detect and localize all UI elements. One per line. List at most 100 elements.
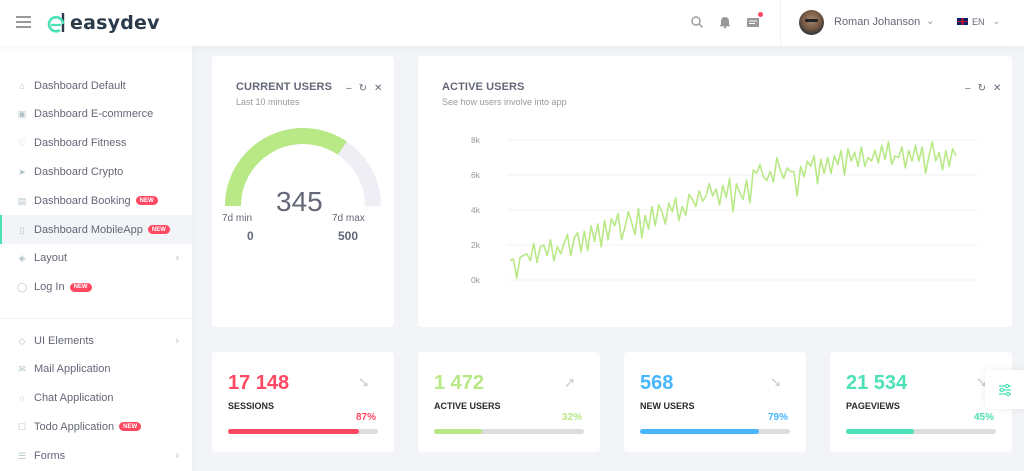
stat-label: NEW USERS <box>640 401 695 411</box>
progress-bar <box>640 429 790 434</box>
diamond-icon: ◇ <box>17 336 27 346</box>
sidebar-item-label: Dashboard E-commerce <box>34 108 153 120</box>
chevron-right-icon: › <box>175 335 179 347</box>
active-users-card: ACTIVE USERS See how users involve into … <box>418 56 1012 327</box>
sidebar-item-ui-elements[interactable]: ◇ UI Elements › <box>0 326 192 355</box>
stat-percent: 87% <box>356 412 376 423</box>
stat-card-active-users: 1 472 ACTIVE USERS ➚ 32% <box>418 352 600 452</box>
new-badge: NEW <box>70 283 92 292</box>
new-badge: NEW <box>136 196 158 205</box>
stat-value: 568 <box>640 372 673 395</box>
sidebar-item-label: Mail Application <box>34 363 110 375</box>
stat-value: 1 472 <box>434 372 484 395</box>
gauge-max-label: 7d max <box>332 213 365 224</box>
trend-down-icon: ➘ <box>358 374 370 391</box>
current-users-card: CURRENT USERS Last 10 minutes – ↻ ✕ 345 … <box>212 56 394 327</box>
heart-icon: ♡ <box>17 138 27 148</box>
gauge-min-value: 0 <box>247 229 254 243</box>
sidebar-item-dashboard-default[interactable]: ⌂ Dashboard Default <box>0 71 192 100</box>
stat-percent: 79% <box>768 412 788 423</box>
sidebar-item-label: Chat Application <box>34 392 114 404</box>
progress-bar-fill <box>434 429 482 434</box>
sidebar-item-label: Forms <box>34 450 65 462</box>
sidebar-item-dashboard-fitness[interactable]: ♡ Dashboard Fitness <box>0 129 192 158</box>
sidebar-divider <box>0 318 192 319</box>
sidebar-item-label: Dashboard Crypto <box>34 166 123 178</box>
mail-icon: ✉ <box>17 364 27 374</box>
sidebar-item-label: Dashboard Default <box>34 80 126 92</box>
chevron-right-icon: › <box>175 252 179 264</box>
book-icon: ▤ <box>17 196 27 206</box>
sidebar-item-dashboard-mobileapp[interactable]: ▯ Dashboard MobileApp NEW <box>0 215 192 244</box>
chevron-right-icon: › <box>175 450 179 462</box>
language-label: EN <box>972 17 985 27</box>
sidebar-item-dashboard-crypto[interactable]: ➤ Dashboard Crypto <box>0 157 192 186</box>
sidebar-item-label: Dashboard Fitness <box>34 137 126 149</box>
trend-up-icon: ➚ <box>564 374 576 391</box>
logo-mark-icon <box>46 10 68 36</box>
sidebar-item-mail-application[interactable]: ✉ Mail Application <box>0 355 192 384</box>
new-badge: NEW <box>119 422 141 431</box>
sidebar-item-forms[interactable]: ☰ Forms › <box>0 441 192 470</box>
chat-icon: ○ <box>17 393 27 403</box>
stat-card-new-users: 568 NEW USERS ➘ 79% <box>624 352 806 452</box>
stat-percent: 45% <box>974 412 994 423</box>
user-icon: ◯ <box>17 282 27 292</box>
progress-bar <box>434 429 584 434</box>
messages-icon[interactable] <box>746 15 760 29</box>
sidebar-item-chat-application[interactable]: ○ Chat Application <box>0 384 192 413</box>
customizer-button[interactable] <box>985 370 1024 409</box>
rocket-icon: ➤ <box>17 167 27 177</box>
chevron-down-icon[interactable]: ⌄ <box>926 16 934 27</box>
flag-uk-icon <box>957 18 968 25</box>
topbar-divider <box>780 0 781 46</box>
stat-value: 17 148 <box>228 372 289 395</box>
todo-icon: ☐ <box>17 422 27 432</box>
user-name[interactable]: Roman Johanson <box>834 16 920 28</box>
sidebar-item-layout[interactable]: ◈ Layout › <box>0 244 192 273</box>
menu-burger-icon[interactable] <box>16 16 31 28</box>
chevron-down-icon: ⌄ <box>993 16 1001 27</box>
logo-text: easydev <box>70 12 160 34</box>
new-badge: NEW <box>148 225 170 234</box>
layers-icon: ◈ <box>17 253 27 263</box>
avatar[interactable] <box>799 10 824 35</box>
logo[interactable]: easydev <box>46 10 160 36</box>
phone-icon: ▯ <box>17 225 27 235</box>
bell-icon[interactable] <box>718 15 732 29</box>
search-icon[interactable] <box>690 15 704 29</box>
sidebar-item-dashboard-booking[interactable]: ▤ Dashboard Booking NEW <box>0 186 192 215</box>
forms-icon: ☰ <box>17 451 27 461</box>
active-users-line-chart <box>418 56 1012 327</box>
store-icon: ▣ <box>17 109 27 119</box>
sidebar: ⌂ Dashboard Default ▣ Dashboard E-commerce ♡… <box>0 46 192 471</box>
topbar: easydev Roman Johanson ⌄ EN ⌄ <box>0 0 1024 46</box>
sidebar-item-label: Layout <box>34 252 67 264</box>
sidebar-item-label: UI Elements <box>34 335 94 347</box>
language-selector[interactable]: EN ⌄ <box>957 16 1000 27</box>
stat-percent: 32% <box>562 412 582 423</box>
progress-bar-fill <box>640 429 759 434</box>
gauge-min-label: 7d min <box>222 213 252 224</box>
stat-label: PAGEVIEWS <box>846 401 900 411</box>
progress-bar-fill <box>846 429 914 434</box>
gauge-max-value: 500 <box>338 229 358 243</box>
sliders-icon <box>998 383 1012 397</box>
sidebar-item-log-in[interactable]: ◯ Log In NEW <box>0 273 192 302</box>
trend-down-icon: ➘ <box>770 374 782 391</box>
sidebar-item-label: Dashboard MobileApp NEW <box>34 224 170 236</box>
sidebar-item-label: Log In NEW <box>34 281 92 293</box>
home-icon: ⌂ <box>17 81 27 91</box>
stat-value: 21 534 <box>846 372 907 395</box>
progress-bar <box>228 429 378 434</box>
sidebar-item-label: Todo Application NEW <box>34 421 141 433</box>
stat-card-sessions: 17 148 SESSIONS ➘ 87% <box>212 352 394 452</box>
sidebar-item-dashboard-e-commerce[interactable]: ▣ Dashboard E-commerce <box>0 100 192 129</box>
gauge-value: 345 <box>276 186 323 218</box>
progress-bar-fill <box>228 429 359 434</box>
stat-label: SESSIONS <box>228 401 274 411</box>
sidebar-item-label: Dashboard Booking NEW <box>34 195 158 207</box>
progress-bar <box>846 429 996 434</box>
sidebar-item-todo-application[interactable]: ☐ Todo Application NEW <box>0 412 192 441</box>
stat-label: ACTIVE USERS <box>434 401 501 411</box>
